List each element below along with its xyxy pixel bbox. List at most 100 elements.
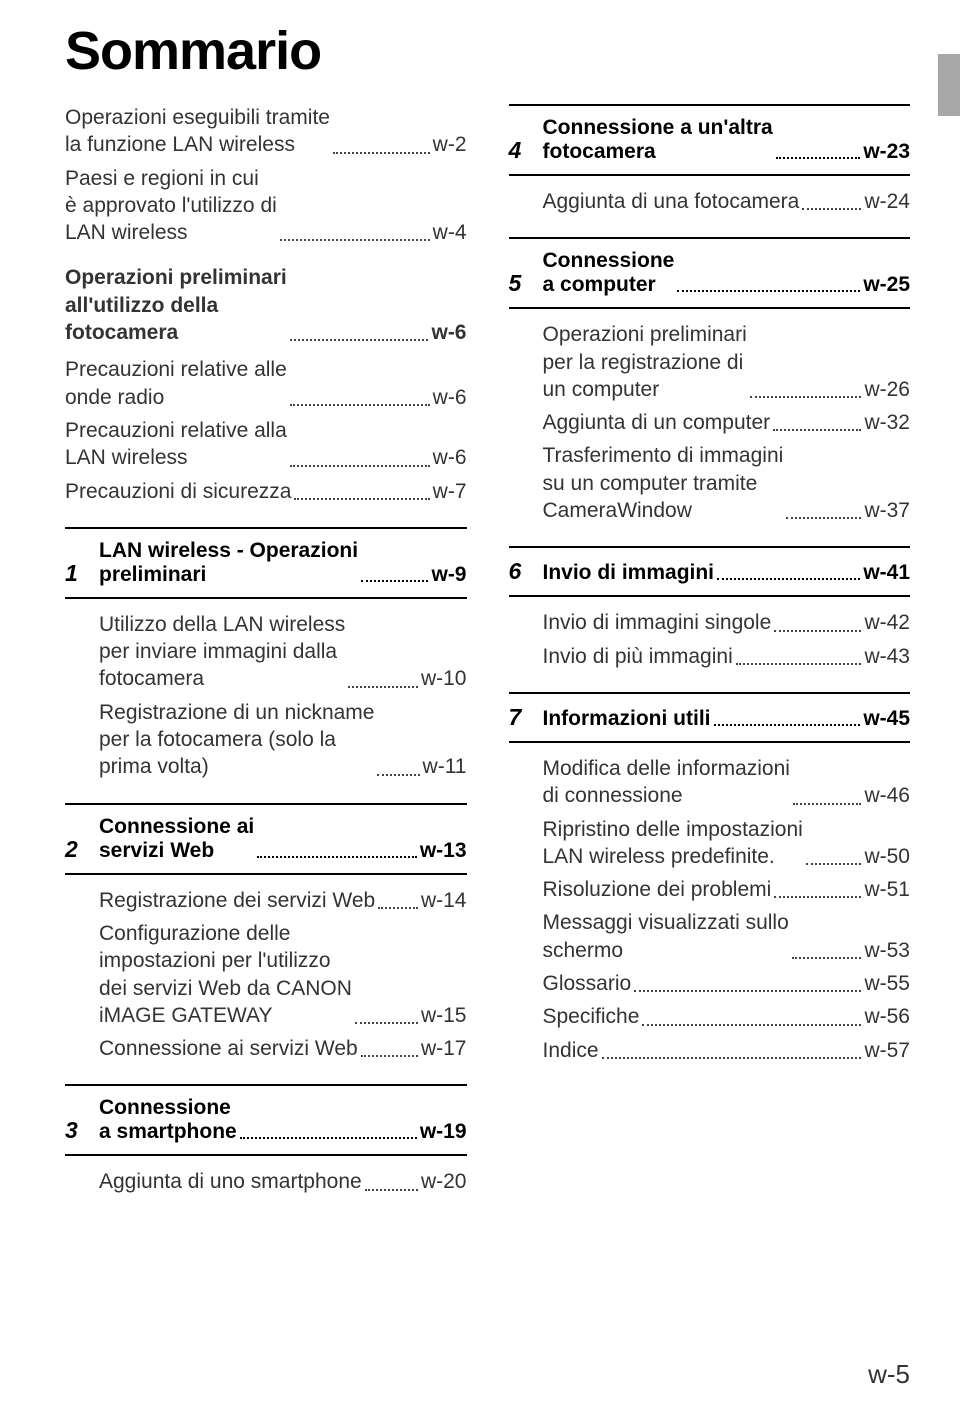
toc-entry[interactable]: Indice w-57 bbox=[543, 1037, 911, 1064]
leader-dots bbox=[792, 957, 862, 959]
toc-entry[interactable]: Registrazione di un nicknameper la fotoc… bbox=[99, 699, 467, 781]
toc-entry[interactable]: Operazioni preliminariper la registrazio… bbox=[543, 321, 911, 403]
leader-dots bbox=[240, 1137, 417, 1139]
leader-dots bbox=[750, 396, 862, 398]
entry-page: w-37 bbox=[864, 497, 910, 524]
entry-label: Utilizzo della LAN wirelessper inviare i… bbox=[99, 611, 345, 693]
section-page: w-41 bbox=[863, 561, 910, 585]
entry-label: Aggiunta di una fotocamera bbox=[543, 188, 800, 215]
leader-dots bbox=[717, 578, 860, 580]
toc-entry[interactable]: Connessione ai servizi Web w-17 bbox=[99, 1035, 467, 1062]
toc-entry[interactable]: Operazioni preliminariall'utilizzo della… bbox=[65, 264, 467, 346]
entry-page: w-14 bbox=[421, 887, 467, 914]
entry-label: Invio di più immagini bbox=[543, 643, 733, 670]
leader-dots bbox=[642, 1024, 861, 1026]
leader-dots bbox=[602, 1057, 862, 1059]
entry-page: w-46 bbox=[864, 782, 910, 809]
toc-entry[interactable]: Utilizzo della LAN wirelessper inviare i… bbox=[99, 611, 467, 693]
toc-entry[interactable]: Modifica delle informazionidi connession… bbox=[543, 755, 911, 810]
entry-page: w-26 bbox=[864, 376, 910, 403]
section-title: LAN wireless - Operazionipreliminari bbox=[99, 539, 358, 587]
leader-dots bbox=[677, 290, 860, 292]
section-1: 1 LAN wireless - Operazionipreliminari w… bbox=[65, 527, 467, 781]
toc-entry[interactable]: Paesi e regioni in cuiè approvato l'util… bbox=[65, 165, 467, 247]
toc-entry[interactable]: Risoluzione dei problemi w-51 bbox=[543, 876, 911, 903]
leader-dots bbox=[333, 152, 430, 154]
toc-entry[interactable]: Specifiche w-56 bbox=[543, 1003, 911, 1030]
toc-entry[interactable]: Precauzioni relative allaLAN wireless w-… bbox=[65, 417, 467, 472]
section-header[interactable]: 4 Connessione a un'altrafotocamera w-23 bbox=[509, 104, 911, 176]
toc-entry[interactable]: Aggiunta di un computer w-32 bbox=[543, 409, 911, 436]
section-header[interactable]: 2 Connessione aiservizi Web w-13 bbox=[65, 803, 467, 875]
section-5: 5 Connessionea computer w-25 Operazioni … bbox=[509, 237, 911, 524]
entry-page: w-6 bbox=[433, 384, 467, 411]
entry-page: w-57 bbox=[864, 1037, 910, 1064]
toc-entry[interactable]: Ripristino delle impostazioniLAN wireles… bbox=[543, 816, 911, 871]
leader-dots bbox=[290, 339, 429, 341]
leader-dots bbox=[786, 517, 861, 519]
section-header[interactable]: 5 Connessionea computer w-25 bbox=[509, 237, 911, 309]
toc-entry[interactable]: Glossario w-55 bbox=[543, 970, 911, 997]
entry-page: w-10 bbox=[421, 665, 467, 692]
leader-dots bbox=[802, 208, 861, 210]
entry-page: w-56 bbox=[864, 1003, 910, 1030]
entry-label: Risoluzione dei problemi bbox=[543, 876, 772, 903]
toc-entry[interactable]: Registrazione dei servizi Web w-14 bbox=[99, 887, 467, 914]
section-title: Informazioni utili bbox=[543, 707, 711, 731]
entry-label: Precauzioni di sicurezza bbox=[65, 478, 291, 505]
leader-dots bbox=[348, 686, 418, 688]
right-column: 4 Connessione a un'altrafotocamera w-23 … bbox=[509, 104, 911, 1210]
leader-dots bbox=[294, 498, 429, 500]
toc-entry[interactable]: Precauzioni relative alleonde radio w-6 bbox=[65, 356, 467, 411]
entry-label: Invio di immagini singole bbox=[543, 609, 772, 636]
entry-page: w-7 bbox=[433, 478, 467, 505]
section-number: 1 bbox=[65, 560, 99, 587]
left-column: Operazioni eseguibili tramitela funzione… bbox=[65, 104, 467, 1210]
entry-page: w-20 bbox=[421, 1168, 467, 1195]
section-2: 2 Connessione aiservizi Web w-13 Registr… bbox=[65, 803, 467, 1063]
section-title: Connessionea smartphone bbox=[99, 1096, 237, 1144]
toc-entry[interactable]: Aggiunta di una fotocamera w-24 bbox=[543, 188, 911, 215]
entry-label: Aggiunta di uno smartphone bbox=[99, 1168, 362, 1195]
section-number: 5 bbox=[509, 270, 543, 297]
leader-dots bbox=[776, 157, 861, 159]
leader-dots bbox=[773, 429, 861, 431]
section-page: w-25 bbox=[863, 273, 910, 297]
entry-page: w-11 bbox=[423, 753, 467, 780]
section-header[interactable]: 1 LAN wireless - Operazionipreliminari w… bbox=[65, 527, 467, 599]
entry-label: Glossario bbox=[543, 970, 632, 997]
entry-label: Operazioni eseguibili tramitela funzione… bbox=[65, 104, 330, 159]
section-page: w-23 bbox=[863, 140, 910, 164]
toc-entry[interactable]: Messaggi visualizzati sulloschermo w-53 bbox=[543, 909, 911, 964]
leader-dots bbox=[377, 774, 419, 776]
toc-entry[interactable]: Trasferimento di immaginisu un computer … bbox=[543, 442, 911, 524]
intro-block: Operazioni eseguibili tramitela funzione… bbox=[65, 104, 467, 246]
section-title: Connessione a un'altrafotocamera bbox=[543, 116, 773, 164]
leader-dots bbox=[774, 896, 861, 898]
section-header[interactable]: 6 Invio di immagini w-41 bbox=[509, 546, 911, 597]
toc-entry[interactable]: Invio di più immagini w-43 bbox=[543, 643, 911, 670]
entry-label: Ripristino delle impostazioniLAN wireles… bbox=[543, 816, 803, 871]
entry-label: Messaggi visualizzati sulloschermo bbox=[543, 909, 789, 964]
section-header[interactable]: 3 Connessionea smartphone w-19 bbox=[65, 1084, 467, 1156]
section-number: 4 bbox=[509, 137, 543, 164]
entry-label: Connessione ai servizi Web bbox=[99, 1035, 358, 1062]
entry-page: w-53 bbox=[864, 937, 910, 964]
leader-dots bbox=[290, 404, 430, 406]
toc-entry[interactable]: Precauzioni di sicurezza w-7 bbox=[65, 478, 467, 505]
section-3: 3 Connessionea smartphone w-19 Aggiunta … bbox=[65, 1084, 467, 1195]
toc-entry[interactable]: Invio di immagini singole w-42 bbox=[543, 609, 911, 636]
section-7: 7 Informazioni utili w-45 Modifica delle… bbox=[509, 692, 911, 1064]
entry-label: Configurazione delleimpostazioni per l'u… bbox=[99, 920, 352, 1029]
entry-label: Modifica delle informazionidi connession… bbox=[543, 755, 790, 810]
entry-label: Operazioni preliminariall'utilizzo della… bbox=[65, 264, 287, 346]
entry-label: Specifiche bbox=[543, 1003, 640, 1030]
entry-page: w-24 bbox=[864, 188, 910, 215]
section-header[interactable]: 7 Informazioni utili w-45 bbox=[509, 692, 911, 743]
toc-entry[interactable]: Operazioni eseguibili tramitela funzione… bbox=[65, 104, 467, 159]
leader-dots bbox=[361, 1055, 418, 1057]
entry-page: w-43 bbox=[864, 643, 910, 670]
toc-entry[interactable]: Aggiunta di uno smartphone w-20 bbox=[99, 1168, 467, 1195]
entry-label: Precauzioni relative alleonde radio bbox=[65, 356, 287, 411]
toc-entry[interactable]: Configurazione delleimpostazioni per l'u… bbox=[99, 920, 467, 1029]
